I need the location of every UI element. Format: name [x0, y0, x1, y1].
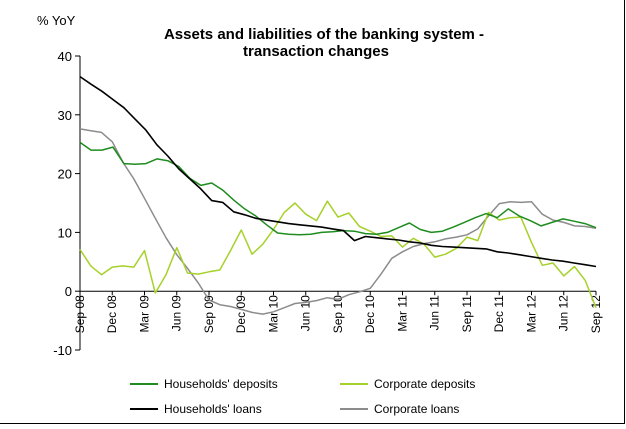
y-unit-label: % YoY: [37, 13, 76, 28]
legend-label: Households' loans: [164, 402, 262, 416]
x-tick-label: Dec 09: [234, 295, 248, 333]
x-tick-label: Sep 11: [460, 295, 474, 332]
x-tick-label: Mar 10: [267, 295, 281, 333]
legend-label: Corporate loans: [374, 402, 459, 416]
y-tick-label: 30: [58, 108, 72, 123]
legend-label: Households' deposits: [164, 377, 278, 391]
series-line-corporate-deposits: [79, 200, 597, 308]
y-tick-label: 0: [65, 284, 72, 299]
y-tick-label: 40: [58, 49, 72, 64]
legend-label: Corporate deposits: [374, 377, 475, 391]
x-tick-label: Jun 11: [428, 295, 442, 330]
y-tick-label: 20: [58, 167, 72, 182]
x-tick-label: Mar 11: [396, 295, 410, 332]
y-tick-label: -10: [53, 343, 72, 358]
x-tick-label: Sep 08: [73, 295, 87, 333]
y-tick-label: 10: [58, 225, 72, 240]
chart-title-line-2: transaction changes: [243, 43, 389, 60]
series-line-households-deposits: [79, 141, 597, 236]
x-tick-label: Jun 10: [299, 295, 313, 331]
chart-title-line-1: Assets and liabilities of the banking sy…: [164, 26, 484, 43]
x-tick-label: Sep 09: [202, 295, 216, 333]
x-tick-label: Mar 09: [138, 295, 152, 333]
x-tick-label: Dec 10: [363, 295, 377, 333]
x-tick-label: Dec 08: [105, 295, 119, 333]
x-tick-label: Sep 12: [589, 295, 603, 333]
series-line-corporate-loans: [79, 128, 597, 315]
x-tick-label: Mar 12: [525, 295, 539, 333]
x-tick-label: Sep 10: [331, 295, 345, 333]
series-line-households-loans: [79, 75, 597, 268]
x-tick-label: Dec 11: [492, 295, 506, 332]
x-tick-label: Jun 09: [170, 295, 184, 331]
x-tick-label: Jun 12: [557, 295, 571, 331]
